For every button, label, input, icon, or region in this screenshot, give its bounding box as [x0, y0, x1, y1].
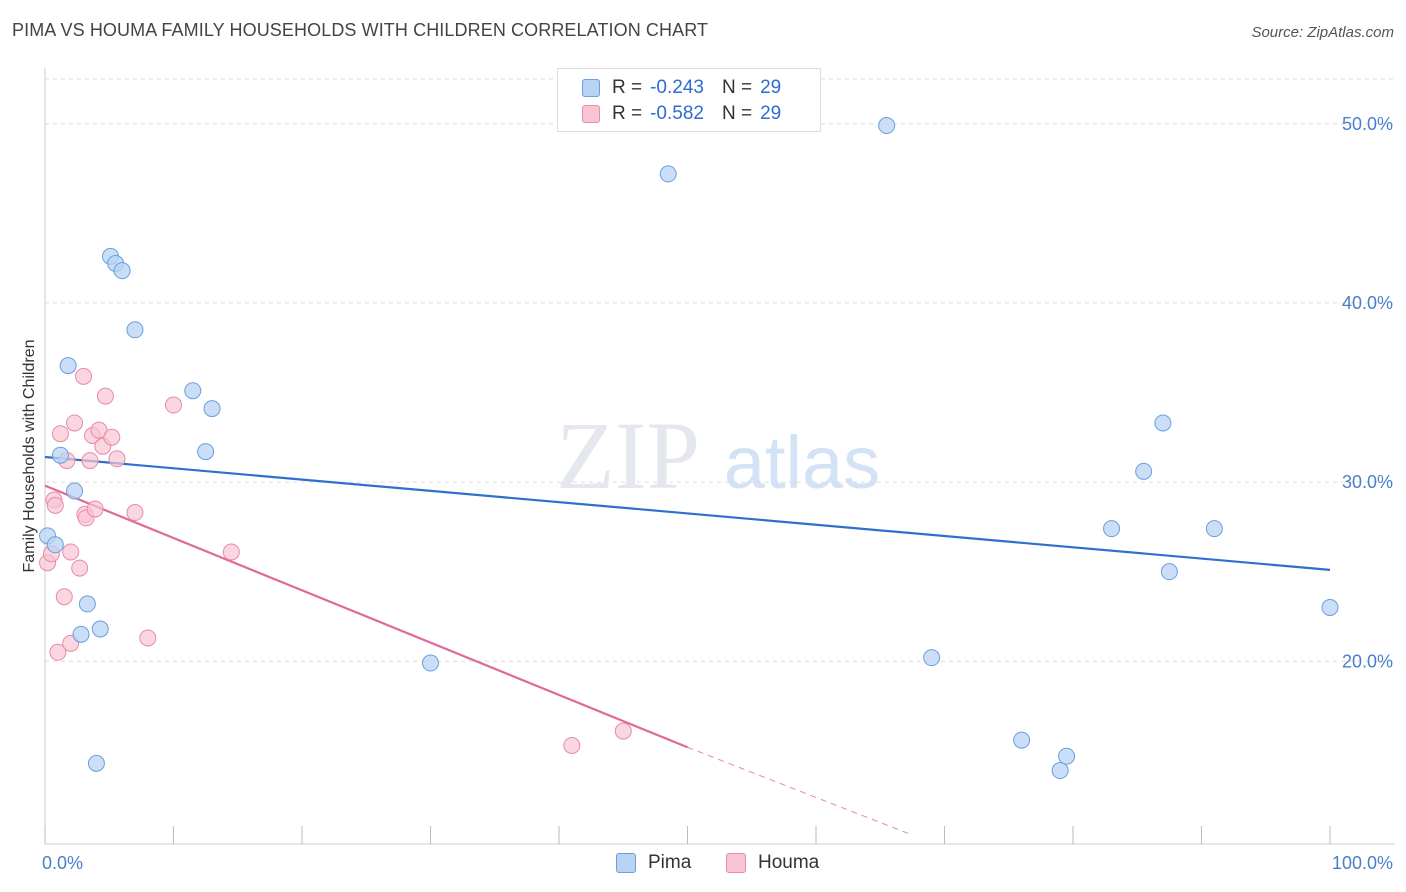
pima-point [1205, 520, 1223, 538]
pima-point [126, 321, 144, 339]
houma-legend-swatch [726, 853, 746, 873]
watermark-atlas: atlas [724, 421, 880, 504]
y-axis-label: Family Households with Children [21, 340, 38, 573]
tick-labels: 20.0% 30.0% 40.0% 50.0% 0.0% 100.0% [42, 114, 1393, 873]
legend-row-houma: R = -0.582 N = 29 [582, 102, 781, 126]
houma-point [51, 425, 69, 443]
houma-trend-extension [687, 746, 913, 836]
correlation-legend: R = -0.243 N = 29 R = -0.582 N = 29 [557, 68, 821, 132]
grid-lines [45, 78, 1395, 662]
pima-swatch [582, 79, 600, 97]
pima-point [1103, 520, 1121, 538]
pima-point [66, 482, 84, 500]
houma-point [563, 736, 581, 754]
pima-point [1051, 762, 1069, 780]
axes [44, 68, 1395, 845]
houma-point [90, 421, 108, 439]
pima-point [113, 262, 131, 280]
houma-point [96, 387, 114, 405]
y-tick-label: 40.0% [1342, 293, 1393, 313]
x-tick-label-min: 0.0% [42, 853, 83, 873]
houma-point [86, 500, 104, 518]
watermark: ZIP atlas [556, 402, 880, 509]
pima-r-value: -0.243 [650, 77, 704, 98]
y-tick-label: 50.0% [1342, 114, 1393, 134]
houma-point [71, 559, 89, 577]
houma-n-label: N = [721, 103, 753, 124]
pima-point [72, 625, 90, 643]
x-tick-label-max: 100.0% [1332, 853, 1393, 873]
houma-legend-label: Houma [758, 852, 820, 873]
trend-lines [44, 455, 1331, 836]
pima-point [1321, 599, 1339, 616]
legend-item-houma[interactable]: Houma [726, 852, 819, 874]
source-label: Source: ZipAtlas.com [1251, 24, 1394, 41]
pima-point [1058, 747, 1076, 765]
pima-r-label: R = [612, 77, 643, 98]
houma-point [614, 722, 632, 740]
pima-point [659, 165, 677, 183]
pima-n-label: N = [721, 77, 753, 98]
pima-point [184, 382, 202, 400]
houma-trend-line [44, 484, 688, 749]
houma-point [66, 414, 84, 432]
series-legend: Pima Houma [0, 852, 1406, 876]
houma-point [46, 496, 64, 514]
houma-point [139, 629, 157, 647]
pima-n-value: 29 [760, 77, 782, 98]
houma-point [62, 543, 80, 561]
pima-point [78, 595, 96, 613]
houma-point [49, 643, 67, 661]
pima-point [1154, 414, 1172, 432]
pima-trend-line [44, 455, 1331, 571]
pima-point [203, 400, 221, 418]
pima-point [91, 620, 109, 638]
houma-n-value: 29 [760, 103, 782, 124]
houma-point [81, 452, 99, 470]
pima-legend-swatch [616, 853, 636, 873]
pima-legend-label: Pima [648, 852, 692, 873]
pima-point [878, 117, 896, 135]
pima-point [422, 654, 439, 672]
chart-title: PIMA VS HOUMA FAMILY HOUSEHOLDS WITH CHI… [12, 20, 709, 40]
houma-point [103, 428, 121, 446]
y-tick-label: 30.0% [1342, 472, 1393, 492]
houma-point [108, 450, 126, 468]
pima-point [46, 536, 64, 554]
houma-point [222, 543, 240, 561]
pima-point [51, 446, 69, 464]
houma-point [165, 396, 182, 414]
watermark-zip: ZIP [556, 402, 700, 509]
houma-r-value: -0.582 [650, 103, 704, 124]
y-tick-label: 20.0% [1342, 651, 1393, 671]
houma-r-label: R = [612, 103, 643, 124]
houma-swatch [582, 105, 600, 123]
pima-point [59, 357, 77, 375]
houma-point [55, 588, 73, 606]
pima-point [1160, 563, 1178, 581]
pima-point [87, 754, 105, 772]
pima-point [923, 649, 941, 667]
pima-point [1135, 462, 1153, 480]
data-points [39, 117, 1339, 780]
legend-item-pima[interactable]: Pima [616, 852, 691, 874]
houma-point [126, 504, 144, 522]
legend-row-pima: R = -0.243 N = 29 [582, 76, 781, 100]
pima-point [1013, 731, 1031, 749]
houma-point [75, 367, 93, 385]
pima-point [197, 443, 215, 461]
